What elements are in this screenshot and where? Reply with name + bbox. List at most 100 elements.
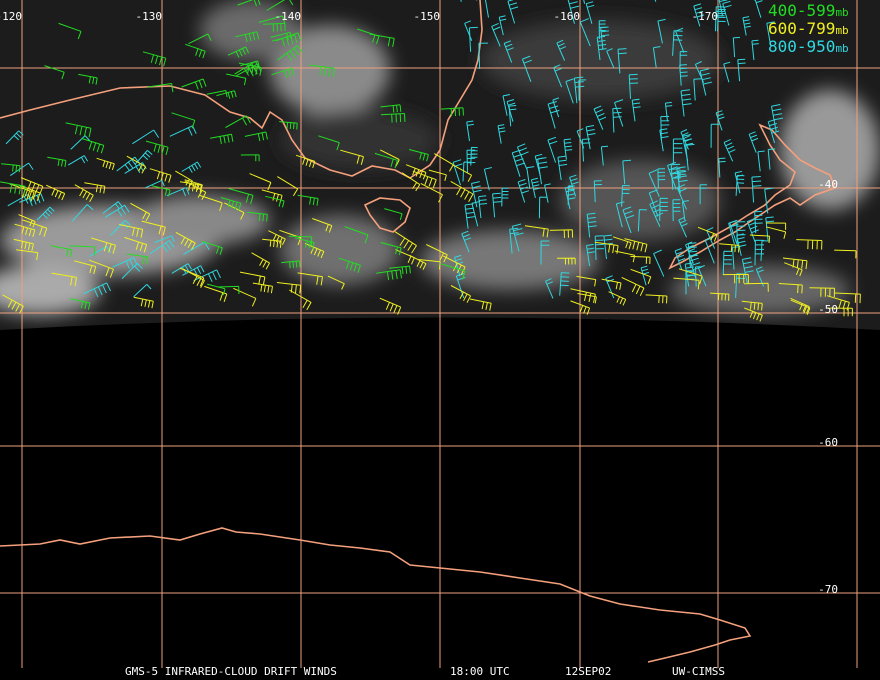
wind-barb: [112, 257, 138, 269]
wind-barb: [235, 31, 260, 43]
wind-barb: [760, 240, 770, 261]
wind-barb: [151, 185, 171, 197]
wind-barb: [498, 15, 507, 36]
wind-barb: [621, 185, 630, 207]
wind-barb: [624, 238, 648, 253]
wind-barb: [204, 285, 228, 303]
wind-barb: [220, 197, 242, 211]
wind-barb: [766, 222, 787, 230]
longitude-label: -120: [0, 10, 22, 23]
wind-barb: [784, 262, 803, 277]
wind-barb: [594, 235, 604, 260]
wind-barb: [394, 231, 417, 254]
wind-barb: [89, 259, 114, 278]
wind-barb: [577, 293, 597, 304]
wind-barb: [126, 155, 147, 174]
wind-barb: [150, 240, 175, 254]
wind-barb: [614, 250, 636, 263]
wind-barb: [384, 208, 403, 221]
wind-barb: [344, 226, 369, 244]
wind-barb: [181, 78, 207, 90]
wind-barb: [277, 45, 303, 61]
wind-barb: [507, 0, 519, 24]
wind-barb: [615, 201, 625, 228]
wind-barb: [13, 238, 34, 251]
wind-barb: [309, 64, 335, 78]
wind-barb: [556, 39, 566, 61]
wind-barb: [614, 99, 624, 127]
wind-barb: [645, 294, 668, 304]
wind-barb: [621, 276, 645, 297]
wind-barb: [141, 220, 166, 236]
wind-barb: [401, 172, 421, 192]
wind-barb: [537, 157, 548, 185]
wind-barb: [600, 145, 609, 166]
wind-barb: [297, 272, 323, 286]
wind-barb: [338, 257, 361, 273]
wind-barb: [268, 230, 286, 246]
longitude-label: -140: [275, 10, 302, 23]
wind-barb: [538, 196, 548, 219]
latitude-label: -70: [818, 583, 838, 596]
wind-barb: [754, 0, 763, 18]
wind-barb: [622, 159, 632, 185]
wind-barb: [751, 176, 762, 203]
wind-barb: [829, 307, 853, 317]
wind-barb: [596, 35, 607, 60]
wind-barb: [217, 285, 240, 295]
wind-barb: [741, 257, 754, 284]
wind-barb: [183, 268, 205, 288]
wind-barb: [276, 282, 302, 294]
wind-barb: [664, 101, 673, 122]
wind-barb: [576, 275, 597, 287]
wind-barb: [511, 223, 524, 252]
wind-barb: [685, 143, 695, 171]
wind-barb: [149, 168, 172, 183]
wind-barb: [736, 221, 746, 246]
wind-barb: [50, 245, 73, 258]
wind-barb: [74, 184, 94, 202]
wind-barb: [578, 79, 587, 101]
wind-barb: [766, 21, 775, 47]
wind-barb: [297, 194, 319, 206]
wind-barb: [553, 64, 563, 88]
wind-barb: [606, 48, 615, 69]
wind-barb: [412, 170, 437, 188]
wind-barb: [628, 73, 639, 99]
wind-barb: [89, 245, 111, 257]
wind-barb: [91, 237, 116, 254]
wind-barb: [227, 46, 250, 58]
wind-barb: [18, 214, 36, 228]
wind-barb: [225, 115, 251, 129]
wind-barb: [492, 192, 502, 218]
wind-barb: [699, 68, 712, 96]
wind-barb: [0, 181, 26, 196]
wind-barb: [719, 243, 740, 253]
wind-barb: [376, 269, 402, 281]
wind-barb: [409, 254, 427, 270]
wind-barb: [715, 110, 725, 131]
wind-barb: [132, 129, 160, 145]
wind-barb: [288, 235, 313, 245]
wind-barb: [678, 216, 688, 238]
wind-barb: [14, 223, 36, 238]
wind-barb: [718, 157, 726, 178]
wind-barb: [742, 16, 751, 36]
wind-barb: [71, 204, 94, 222]
wind-barb: [380, 149, 400, 167]
wind-barb: [622, 206, 635, 234]
wind-barb: [184, 180, 207, 200]
wind-barb: [699, 184, 707, 205]
wind-barb: [252, 282, 273, 294]
wind-barb: [426, 244, 448, 263]
wind-barb: [631, 98, 641, 122]
wind-barb: [183, 241, 210, 255]
wind-barb: [652, 46, 661, 68]
wind-barb: [809, 287, 835, 298]
wind-barb: [265, 195, 285, 208]
wind-barb: [234, 60, 261, 76]
wind-barb: [570, 288, 596, 303]
wind-barb: [271, 67, 295, 78]
wind-barb: [428, 169, 447, 182]
wind-barb: [718, 0, 728, 16]
